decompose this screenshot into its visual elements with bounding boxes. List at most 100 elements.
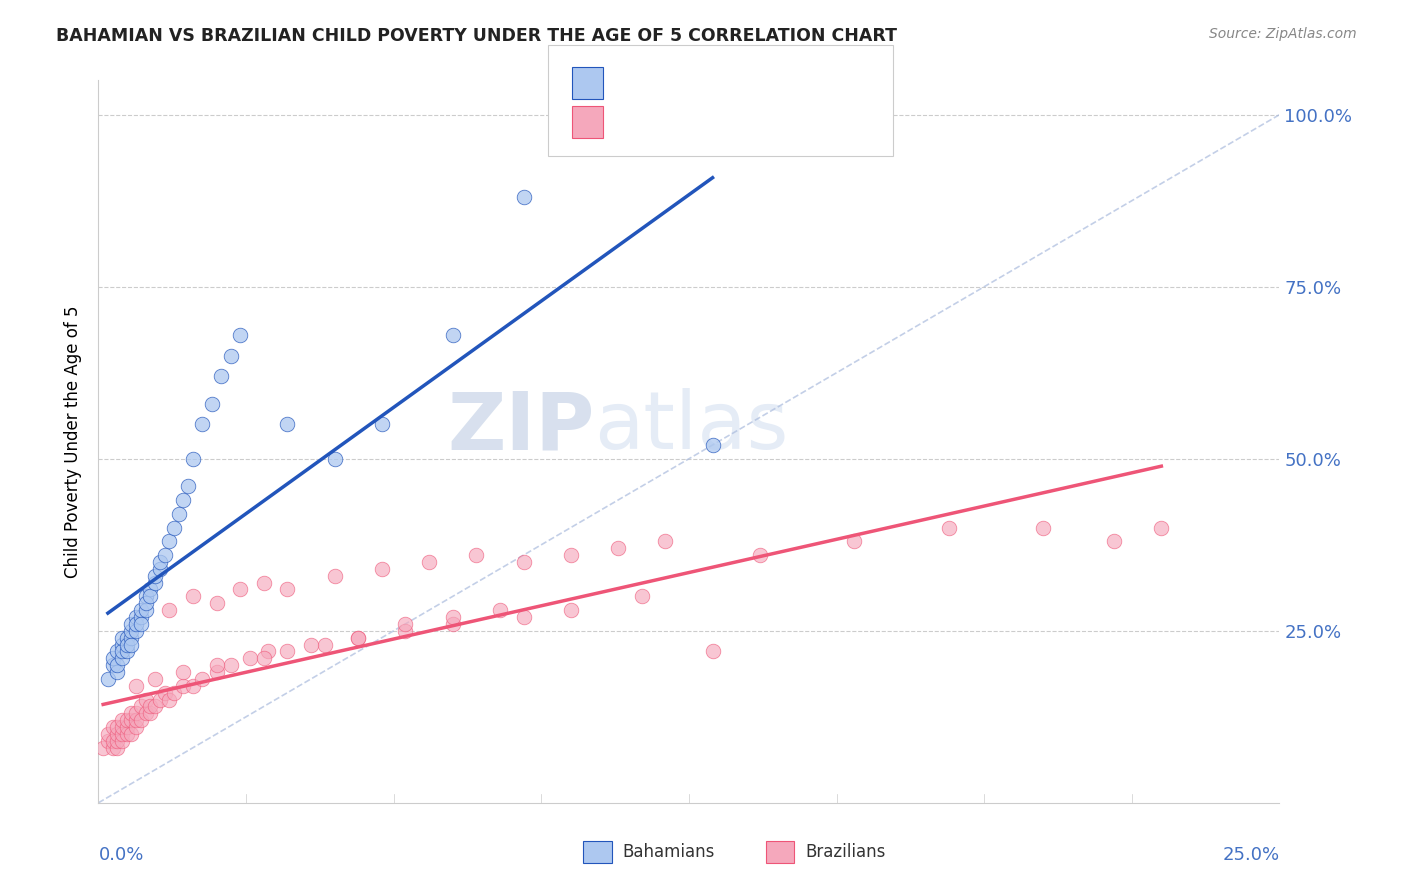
Text: 25.0%: 25.0% [1222, 847, 1279, 864]
Point [101, 651, 124, 665]
Point [97, 734, 120, 748]
Point [371, 562, 394, 576]
Point [111, 631, 134, 645]
Point [167, 507, 190, 521]
Point [163, 686, 186, 700]
Point [105, 740, 128, 755]
Point [149, 562, 172, 576]
Point [441, 616, 464, 631]
Point [257, 644, 280, 658]
Point [1102, 534, 1125, 549]
Point [512, 610, 534, 624]
Point [135, 596, 157, 610]
Point [163, 520, 186, 534]
Point [157, 692, 180, 706]
Point [121, 624, 143, 638]
Point [105, 665, 128, 679]
Point [91, 740, 114, 755]
Point [191, 417, 214, 432]
Point [121, 727, 143, 741]
Text: ZIP: ZIP [447, 388, 595, 467]
Point [191, 672, 214, 686]
Point [125, 679, 148, 693]
Point [702, 644, 724, 658]
Point [347, 631, 370, 645]
Point [371, 417, 394, 432]
Point [121, 713, 143, 727]
Point [512, 555, 534, 569]
Point [101, 720, 124, 734]
Point [97, 727, 120, 741]
Point [201, 397, 224, 411]
Point [143, 672, 166, 686]
Point [125, 713, 148, 727]
Point [111, 651, 134, 665]
Point [129, 699, 152, 714]
Point [938, 520, 960, 534]
Point [323, 568, 346, 582]
Point [172, 665, 194, 679]
Point [347, 631, 370, 645]
Point [125, 616, 148, 631]
Point [115, 638, 138, 652]
Point [125, 610, 148, 624]
Point [276, 582, 298, 597]
Point [1032, 520, 1054, 534]
Text: Brazilians: Brazilians [806, 843, 886, 862]
Point [512, 190, 534, 204]
Point [465, 548, 488, 562]
Point [129, 603, 152, 617]
Point [253, 575, 276, 590]
Point [121, 638, 143, 652]
Point [276, 644, 298, 658]
Point [139, 582, 162, 597]
Point [239, 651, 262, 665]
Point [129, 610, 152, 624]
Point [1150, 520, 1173, 534]
Point [229, 582, 252, 597]
Point [219, 349, 242, 363]
Point [105, 734, 128, 748]
Point [314, 638, 336, 652]
Point [97, 672, 120, 686]
Point [105, 644, 128, 658]
Point [143, 568, 166, 582]
Point [115, 644, 138, 658]
Point [323, 451, 346, 466]
Point [139, 706, 162, 721]
Point [139, 590, 162, 604]
Text: R = 0.389   N = 80: R = 0.389 N = 80 [614, 112, 800, 132]
Point [654, 534, 676, 549]
Point [299, 638, 322, 652]
Point [115, 727, 138, 741]
Point [121, 706, 143, 721]
Point [560, 548, 582, 562]
Point [607, 541, 630, 556]
Point [111, 734, 134, 748]
Point [115, 713, 138, 727]
Point [105, 720, 128, 734]
Point [157, 603, 180, 617]
Point [111, 727, 134, 741]
Text: Source: ZipAtlas.com: Source: ZipAtlas.com [1209, 27, 1357, 41]
Point [560, 603, 582, 617]
Point [105, 658, 128, 673]
Point [205, 596, 228, 610]
Point [229, 327, 252, 342]
Point [181, 451, 204, 466]
Point [209, 369, 232, 384]
Point [172, 679, 194, 693]
Text: Bahamians: Bahamians [623, 843, 716, 862]
Point [125, 624, 148, 638]
Point [149, 692, 172, 706]
Point [101, 734, 124, 748]
Point [101, 740, 124, 755]
Point [219, 658, 242, 673]
Point [105, 727, 128, 741]
Point [129, 713, 152, 727]
Point [135, 706, 157, 721]
Point [135, 692, 157, 706]
Point [111, 644, 134, 658]
Point [143, 699, 166, 714]
Point [489, 603, 512, 617]
